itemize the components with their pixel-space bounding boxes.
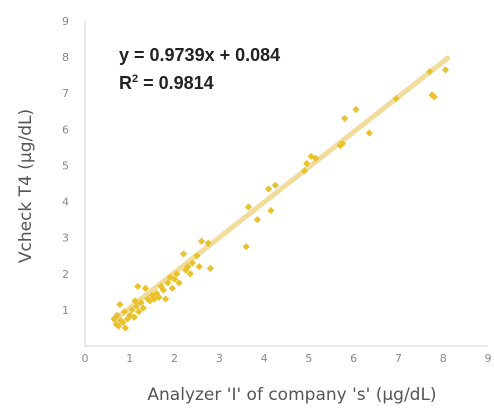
x-tick-label: 1	[126, 352, 133, 365]
data-point	[365, 129, 373, 137]
data-point	[264, 185, 273, 193]
r-squared-superscript: 2	[132, 73, 138, 85]
data-point	[166, 273, 174, 281]
data-point	[131, 297, 139, 305]
data-point	[141, 284, 150, 292]
data-point	[242, 243, 250, 251]
data-point	[144, 295, 152, 303]
data-point	[135, 308, 143, 316]
y-axis-title: Vcheck T4 (µg/dL)	[16, 109, 36, 263]
y-tick-label: 3	[62, 232, 69, 245]
y-tick-label: 1	[62, 304, 69, 317]
data-point	[197, 237, 206, 245]
data-point	[253, 216, 261, 224]
y-tick-label: 7	[62, 87, 69, 100]
data-point	[173, 270, 181, 278]
data-point	[126, 311, 134, 319]
data-point	[155, 293, 163, 301]
r-squared-label: R2 = 0.9814	[119, 73, 214, 93]
x-tick-label: 4	[261, 352, 268, 365]
data-point	[121, 324, 129, 332]
x-tick-label: 8	[440, 352, 447, 365]
data-point	[170, 275, 179, 283]
data-point	[114, 322, 123, 330]
x-tick-label: 2	[171, 352, 178, 365]
x-tick-label: 5	[305, 352, 312, 365]
data-point	[271, 181, 279, 189]
data-point	[312, 154, 320, 162]
x-axis-title: Analyzer 'I' of company 's' (µg/dL)	[147, 385, 436, 405]
x-tick-label: 6	[350, 352, 357, 365]
data-point	[206, 264, 214, 272]
data-point	[175, 279, 183, 287]
data-point	[139, 304, 147, 312]
data-points	[110, 66, 450, 332]
x-tick-label: 3	[216, 352, 223, 365]
data-point	[430, 93, 438, 101]
y-tick-label: 5	[62, 159, 69, 172]
x-tick-label: 7	[395, 352, 402, 365]
tick-labels: 0 1 2 3 4 5 6 7 8 9 1 2 3 4 5 6 7 8 9	[62, 15, 492, 365]
data-point	[159, 286, 167, 294]
data-point	[130, 313, 138, 321]
data-point	[186, 270, 194, 278]
data-point	[128, 306, 136, 314]
axes	[84, 21, 488, 347]
equation-label: y = 0.9739x + 0.084	[119, 45, 280, 65]
data-point	[119, 318, 127, 327]
y-tick-label: 2	[62, 268, 69, 281]
y-tick-label: 9	[62, 15, 69, 28]
data-point	[193, 252, 201, 260]
r-squared-prefix: R	[119, 73, 132, 93]
x-tick-label: 9	[485, 352, 492, 365]
y-tick-label: 4	[62, 196, 69, 209]
data-point	[352, 105, 360, 114]
data-point	[300, 167, 309, 175]
data-point	[441, 66, 450, 74]
data-point	[162, 295, 170, 303]
data-point	[113, 311, 121, 319]
y-tick-label: 8	[62, 51, 69, 64]
data-point	[195, 262, 203, 271]
data-point	[179, 250, 188, 258]
data-point	[157, 282, 165, 291]
data-point	[341, 114, 349, 123]
data-point	[184, 262, 192, 271]
x-tick-label: 0	[82, 352, 89, 365]
data-point	[267, 206, 275, 215]
data-point	[164, 279, 172, 287]
data-point	[307, 152, 315, 161]
y-tick-label: 6	[62, 123, 69, 136]
data-point	[244, 203, 253, 211]
data-point	[303, 160, 311, 168]
data-point	[134, 282, 142, 291]
data-point	[392, 95, 400, 103]
data-point	[426, 67, 434, 76]
data-point	[132, 302, 141, 310]
data-point	[338, 140, 347, 148]
data-point	[188, 259, 197, 267]
data-point	[153, 290, 161, 298]
data-point	[120, 308, 129, 316]
data-point	[146, 297, 154, 305]
data-point	[168, 284, 176, 292]
data-point	[204, 239, 212, 247]
data-point	[116, 300, 124, 309]
r-squared-value: = 0.9814	[138, 73, 214, 93]
data-point	[137, 299, 145, 307]
